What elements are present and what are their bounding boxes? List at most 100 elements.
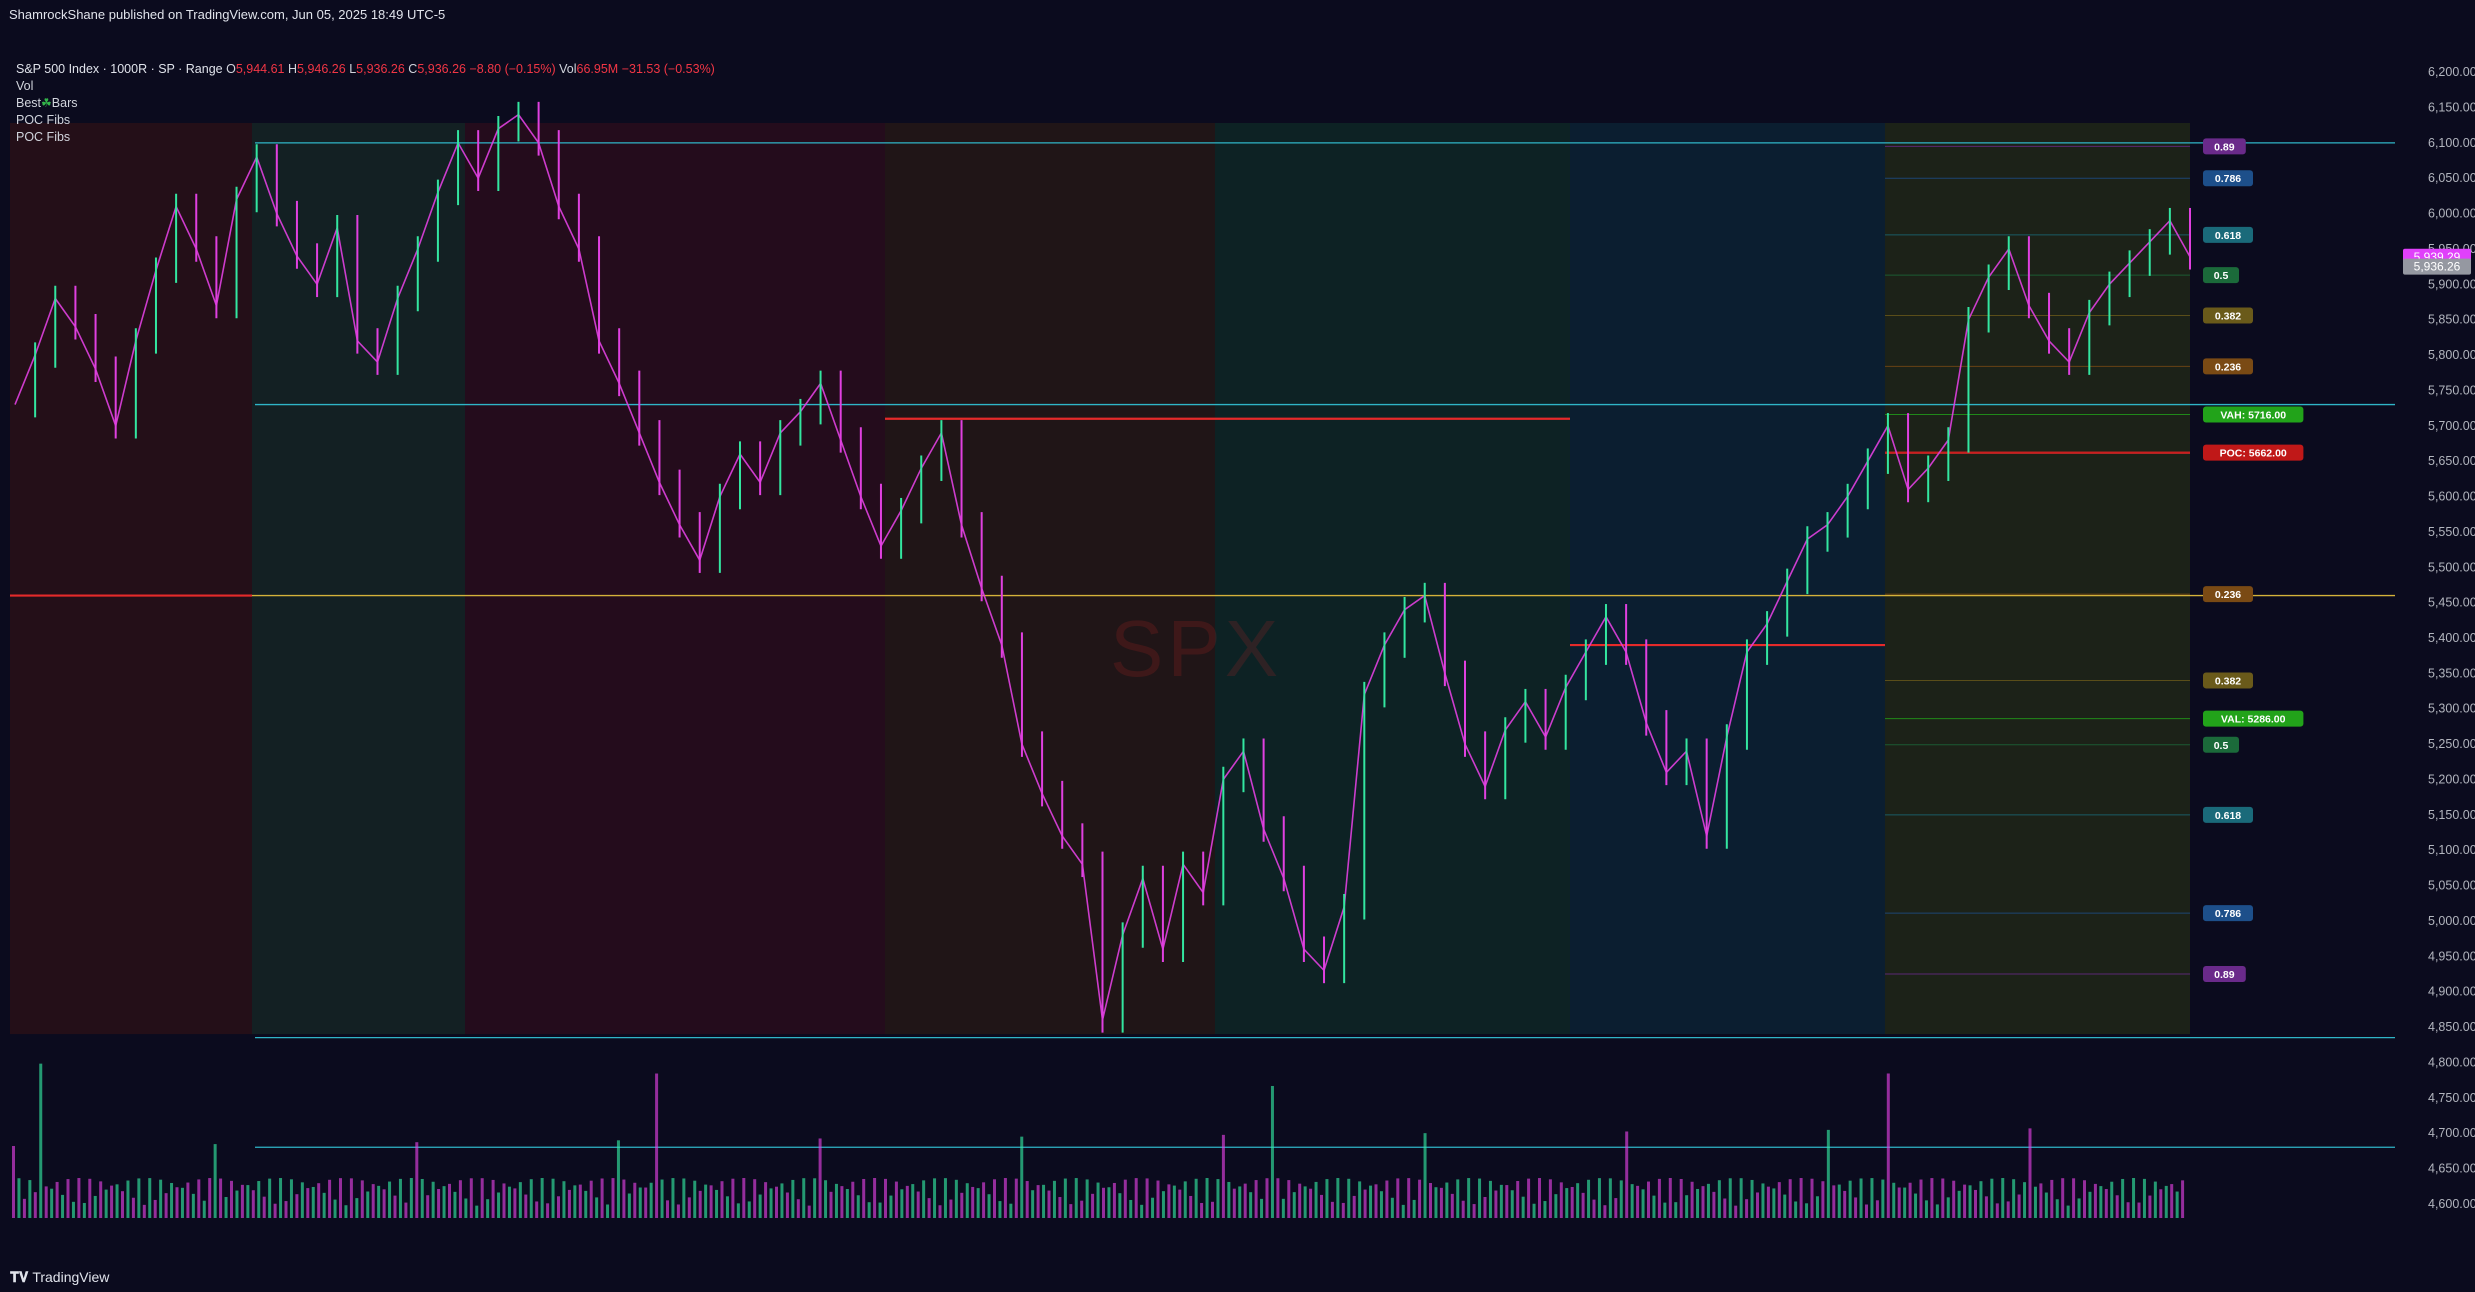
volume-bar-78 [437,1188,441,1218]
high-value: 5,946.26 [297,62,346,76]
volume-bar-116 [644,1187,648,1218]
volume-bar-291 [1597,1178,1601,1218]
volume-bar-104 [578,1184,582,1218]
volume-bar-105 [584,1190,588,1218]
vol-change-value: −31.53 (−0.53%) [621,62,715,76]
indicator-poc-fibs-1[interactable]: POC Fibs [16,113,71,127]
volume-bar-397 [2175,1191,2179,1218]
price-chart[interactable]: 6,200.00 6,150.00 6,100.00 6,050.00 6,000.00… [0,28,2475,1224]
price-tick-27: 4,850.00 [2428,1020,2475,1034]
volume-bar-102 [567,1189,571,1218]
volume-bar-321 [1761,1183,1765,1218]
volume-bar-209 [1151,1197,1155,1218]
volume-bar-298 [1636,1185,1640,1218]
volume-bar-122 [676,1204,680,1218]
volume-bar-25 [148,1178,152,1218]
volume-bar-379 [2077,1198,2081,1218]
volume-bar-138 [764,1182,768,1218]
fib-lower-4-pill [2203,905,2253,922]
volume-bar-329 [1805,1203,1809,1218]
volume-bar-179 [987,1194,991,1218]
volume-bar-163 [900,1189,904,1218]
volume-bar-215 [1183,1181,1187,1218]
price-tick-28: 4,800.00 [2428,1055,2475,1069]
volume-bar-210 [1156,1180,1160,1218]
volume-bar-206 [1134,1178,1138,1218]
volume-bar-167 [922,1180,926,1218]
volume-bar-350 [1919,1179,1923,1218]
price-tick-3: 6,050.00 [2428,171,2475,185]
indicator-bars-label: Bars [51,96,78,110]
volume-bar-319 [1750,1179,1754,1218]
volume-bar-130 [720,1181,724,1218]
change-value: −8.80 (−0.15%) [469,62,556,76]
volume-bar-1 [17,1178,21,1218]
profile-zone-5 [1570,123,1885,1035]
volume-bar-10 [66,1179,70,1218]
volume-bar-308 [1690,1181,1694,1218]
volume-bar-86 [480,1178,484,1218]
volume-bar-26 [153,1199,157,1218]
indicator-vol[interactable]: Vol [16,79,34,93]
volume-bar-176 [971,1186,975,1218]
volume-bar-325 [1783,1194,1787,1218]
volume-bar-4 [33,1192,37,1218]
chart-pane[interactable]: 6,200.00 6,150.00 6,100.00 6,050.00 6,000.00… [0,28,2475,1224]
volume-bar-292 [1603,1205,1607,1218]
price-badge-1[interactable] [2403,258,2471,275]
volume-bar-37 [213,1144,217,1218]
volume-bar-89 [497,1192,501,1218]
volume-bar-301 [1652,1195,1656,1218]
volume-bar-257 [1412,1199,1416,1218]
low-value: 5,936.26 [356,62,405,76]
volume-bar-264 [1450,1193,1454,1218]
volume-bar-146 [807,1205,811,1218]
volume-bar-57 [322,1192,326,1218]
fib-upper-4-label: 0.382 [2215,310,2241,322]
volume-bar-310 [1701,1186,1705,1218]
price-tick-2: 6,100.00 [2428,136,2475,150]
volume-bar-221 [1216,1179,1220,1218]
volume-bar-243 [1336,1178,1340,1218]
volume-bar-158 [873,1178,877,1218]
volume-bar-252 [1385,1180,1389,1218]
volume-bar-69 [388,1181,392,1218]
volume-bar-353 [1935,1204,1939,1218]
volume-bar-300 [1647,1181,1650,1218]
volume-bar-141 [780,1183,784,1218]
indicator-poc-fibs-2[interactable]: POC Fibs [16,130,71,144]
volume-bar-371 [2033,1186,2037,1218]
fib-upper-3-label: 0.5 [2214,270,2229,282]
fib-upper-3-pill [2203,267,2239,284]
tradingview-logo[interactable]: 𝐓𝐕 TradingView [10,1269,109,1286]
fib-upper-1-pill [2203,170,2253,187]
volume-bar-272 [1494,1190,1498,1218]
fib-lower-1-pill [2203,672,2253,689]
volume-bar-247 [1358,1181,1362,1218]
price-tick-13: 5,550.00 [2428,525,2475,539]
volume-bar-36 [208,1178,212,1218]
volume-bar-386 [2115,1195,2119,1218]
profile-zone-0 [10,123,252,1035]
profile-zone-1 [252,123,465,1035]
volume-bar-160 [884,1178,887,1218]
volume-bar-129 [715,1189,719,1218]
volume-bar-356 [1952,1180,1956,1218]
volume-bar-322 [1766,1186,1770,1218]
volume-bar-245 [1347,1178,1351,1218]
volume-bar-346 [1897,1187,1901,1218]
price-tick-26: 4,900.00 [2428,985,2475,999]
volume-bar-165 [911,1184,915,1218]
volume-bar-258 [1418,1179,1422,1218]
volume-bar-248 [1363,1189,1367,1218]
volume-bar-3 [28,1180,32,1218]
volume-bar-148 [818,1138,822,1218]
ohlc-row[interactable]: S&P 500 Index · 1000R · SP · Range O5,94… [16,61,715,78]
indicator-best-bars[interactable]: Best☘Bars [16,95,715,112]
volume-bar-219 [1205,1178,1209,1218]
volume-bar-199 [1096,1182,1100,1218]
symbol-name[interactable]: S&P 500 Index · 1000R · SP · Range [16,62,223,76]
volume-bar-29 [170,1182,174,1218]
price-tick-16: 5,400.00 [2428,631,2475,645]
fib-lower-1-label: 0.382 [2215,675,2241,687]
